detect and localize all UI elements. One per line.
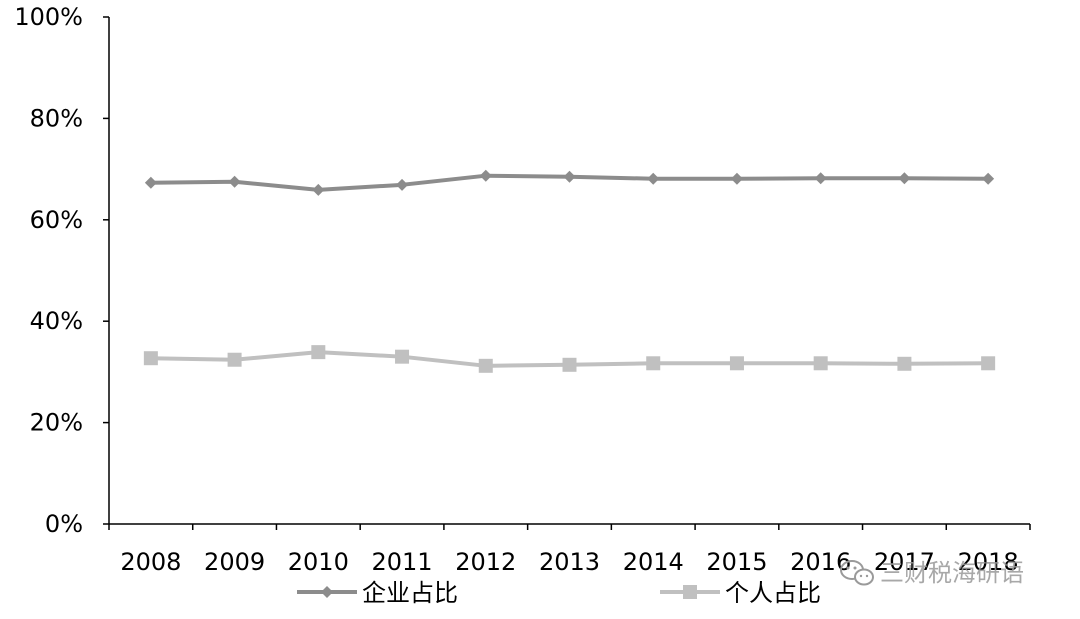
- x-tick-label: 2013: [539, 548, 600, 576]
- axes: [108, 17, 1030, 525]
- data-point: [562, 357, 577, 372]
- x-tick-label: 2017: [874, 548, 935, 576]
- series-1: [144, 169, 995, 196]
- data-point: [227, 352, 242, 367]
- x-tick-label: 2010: [288, 548, 349, 576]
- x-tick-label: 2015: [706, 548, 767, 576]
- data-point: [730, 172, 743, 185]
- legend-swatch-marker: [683, 585, 697, 599]
- data-point: [143, 351, 158, 366]
- x-tick-label: 2009: [204, 548, 265, 576]
- x-tick-label: 2008: [120, 548, 181, 576]
- legend: 企业占比 个人占比: [297, 579, 821, 607]
- data-point: [897, 356, 912, 371]
- y-tick-label: 100%: [14, 3, 83, 31]
- x-tick-label: 2011: [372, 548, 433, 576]
- data-point: [228, 175, 241, 188]
- series-layer: [143, 169, 996, 373]
- data-point: [312, 183, 325, 196]
- y-axis-ticks: 0% 20% 40% 60% 80% 100%: [14, 3, 109, 538]
- data-point: [478, 358, 493, 373]
- data-point: [479, 169, 492, 182]
- x-tick-label: 2014: [623, 548, 684, 576]
- series-2: [143, 345, 996, 373]
- y-tick-label: 40%: [30, 307, 83, 335]
- legend-swatch-marker: [321, 586, 333, 598]
- x-axis-ticks: 2008 2009 2010 2011 2012 2013 2014 2015 2016 2017…: [108, 524, 1031, 576]
- data-point: [144, 176, 157, 189]
- data-point: [396, 178, 409, 191]
- data-point: [311, 345, 326, 360]
- data-point: [981, 356, 996, 371]
- watermark: 三财税海研语: [840, 559, 1024, 587]
- data-point: [813, 356, 828, 371]
- x-tick-label: 2012: [455, 548, 516, 576]
- y-tick-label: 20%: [30, 409, 83, 437]
- data-point: [814, 172, 827, 185]
- legend-item: 企业占比: [297, 579, 458, 607]
- y-tick-label: 60%: [30, 206, 83, 234]
- legend-label: 企业占比: [362, 579, 458, 607]
- data-point: [563, 170, 576, 183]
- y-tick-label: 0%: [45, 510, 83, 538]
- wechat-icon: [840, 560, 874, 586]
- legend-label: 个人占比: [725, 579, 821, 607]
- watermark-text: 三财税海研语: [880, 559, 1024, 587]
- data-point: [646, 356, 661, 371]
- data-point: [898, 172, 911, 185]
- x-tick-label: 2018: [958, 548, 1019, 576]
- legend-item: 个人占比: [660, 579, 821, 607]
- data-point: [647, 172, 660, 185]
- data-point: [982, 172, 995, 185]
- data-point: [729, 356, 744, 371]
- data-point: [395, 349, 410, 364]
- y-tick-label: 80%: [30, 104, 83, 132]
